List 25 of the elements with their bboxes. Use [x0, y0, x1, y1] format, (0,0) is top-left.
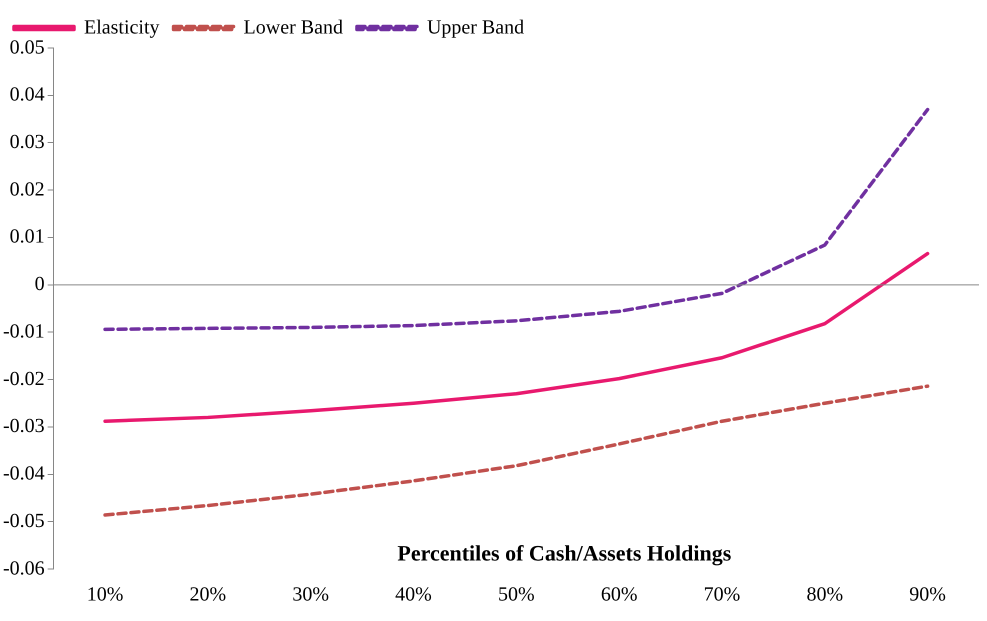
x-tick-label: 40% — [395, 583, 432, 606]
x-tick-label: 20% — [190, 583, 226, 606]
x-tick-label: 10% — [86, 583, 124, 606]
y-tick-label: -0.01 — [2, 320, 45, 342]
x-tick-label: 90% — [909, 583, 946, 606]
legend-label: Upper Band — [426, 16, 524, 38]
x-tick-label: 70% — [704, 583, 740, 606]
y-tick-label: 0 — [34, 273, 45, 296]
x-tick-label: 80% — [806, 583, 844, 606]
y-tick-label: 0.04 — [10, 84, 45, 106]
y-tick-label: -0.04 — [2, 462, 45, 485]
x-tick-label: 60% — [600, 583, 638, 606]
y-tick-label: 0.01 — [10, 226, 45, 248]
y-tick-label: 0.02 — [10, 178, 45, 200]
legend-label: Lower Band — [244, 16, 343, 38]
x-tick-label: 50% — [498, 583, 535, 606]
legend-label: Elasticity — [84, 16, 160, 38]
y-tick-label: 0.05 — [10, 36, 45, 58]
x-tick-label: 30% — [292, 583, 330, 606]
y-tick-label: -0.03 — [2, 415, 45, 438]
y-tick-label: -0.05 — [2, 510, 45, 532]
y-tick-label: -0.02 — [2, 368, 45, 390]
y-tick-label: -0.06 — [2, 557, 45, 580]
x-axis-title: Percentiles of Cash/Assets Holdings — [397, 540, 732, 566]
y-tick-label: 0.03 — [10, 130, 45, 153]
